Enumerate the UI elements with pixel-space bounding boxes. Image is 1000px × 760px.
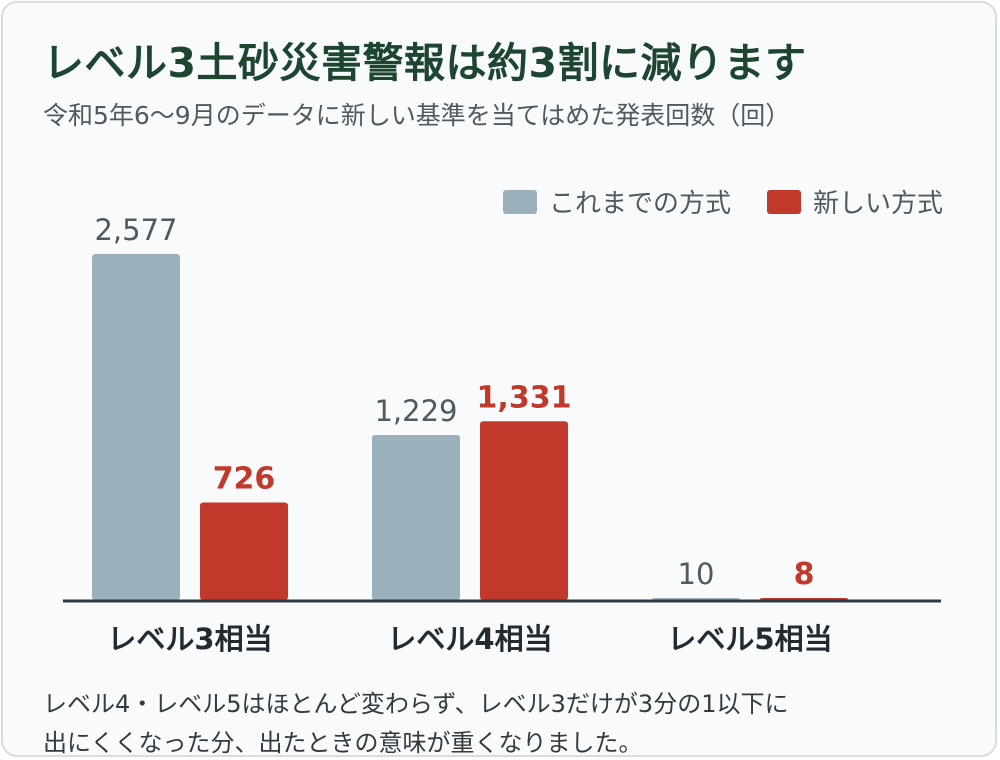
chart-title: レベル3土砂災害警報は約3割に減ります [43,39,807,87]
note-line-2: 出にくくなった分、出たときの意味が重くなりました。 [43,729,643,757]
legend-label-old: これまでの方式 [548,189,731,219]
value-label-new-3: 726 [213,462,276,497]
note-line-1: レベル4・レベル5はほとんど変わらず、レベル3だけが3分の1以下に [43,690,789,718]
category-label-3: レベル3相当 [107,622,272,656]
bar-new-4 [480,421,568,600]
value-label-old-4: 1,229 [374,394,457,428]
legend: これまでの方式 新しい方式 [467,183,943,220]
value-label-new-5: 8 [794,557,815,592]
bar-chart: 2,577 726 レベル3相当 1,229 1,331 レベル4相当 10 8 レベル5相当 [63,213,941,656]
bar-new-3 [200,502,288,600]
value-label-new-4: 1,331 [477,380,572,415]
legend-swatch-new [766,189,801,214]
category-label-5: レベル5相当 [667,622,832,656]
legend-swatch-old [502,189,537,214]
bar-old-4 [372,434,460,600]
legend-item-old: これまでの方式 [502,183,731,220]
chart-note: レベル4・レベル5はほとんど変わらず、レベル3だけが3分の1以下に 出にくくなっ… [43,685,995,757]
chart-subtitle: 令和5年6〜9月のデータに新しい基準を当てはめた発表回数（回） [43,101,791,130]
category-label-4: レベル4相当 [387,622,552,656]
value-label-old-5: 10 [678,557,715,591]
legend-item-new: 新しい方式 [766,183,943,220]
legend-label-new: 新しい方式 [812,189,943,219]
value-label-old-3: 2,577 [94,213,177,247]
bar-old-3 [92,254,180,600]
